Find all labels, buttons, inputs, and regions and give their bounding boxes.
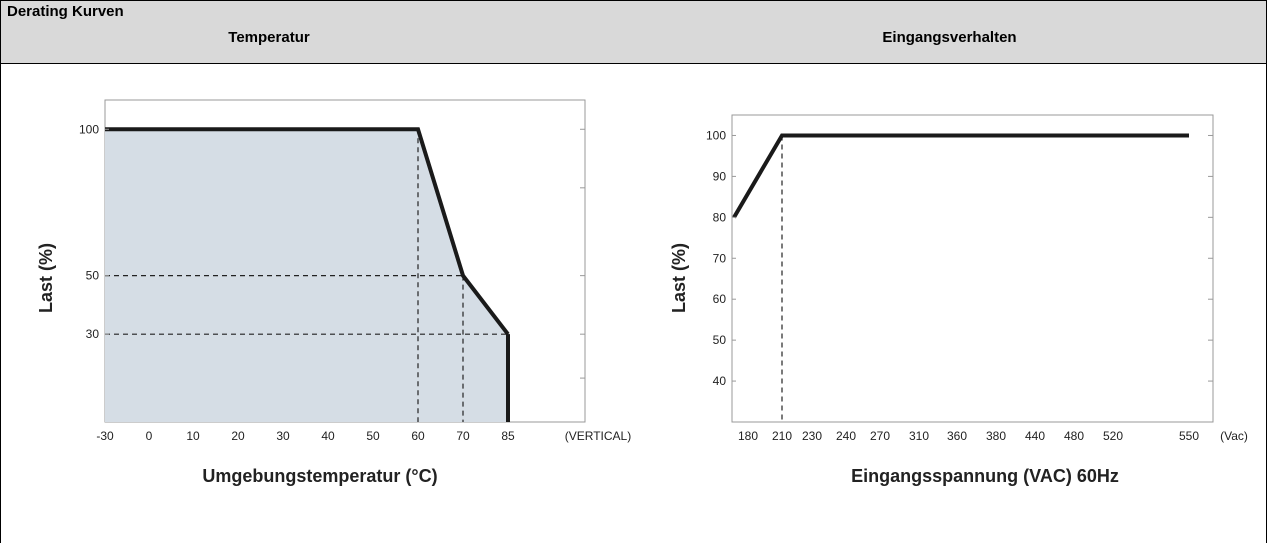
x-tick-label: 240 xyxy=(836,429,856,443)
x-unit-label: (VERTICAL) xyxy=(565,429,631,443)
x-tick-label: 230 xyxy=(802,429,822,443)
y-tick-label: 80 xyxy=(713,210,727,224)
temperature-derating-chart: 100 50 30 -30 0 10 20 30 40 50 60 70 85 (VERTICAL) Umg… xyxy=(36,99,631,486)
y-tick-label: 60 xyxy=(713,292,727,306)
x-tick-label: 85 xyxy=(501,429,515,443)
x-tick-label: 50 xyxy=(366,429,380,443)
x-tick-label: 40 xyxy=(321,429,335,443)
x-tick-label: 360 xyxy=(947,429,967,443)
temperature-column-title: Temperatur xyxy=(228,29,310,46)
x-axis-title: Umgebungstemperatur (°C) xyxy=(202,466,437,486)
x-tick-label: 0 xyxy=(146,429,153,443)
x-tick-label: 70 xyxy=(456,429,470,443)
x-tick-label: 10 xyxy=(186,429,200,443)
x-tick-label: 550 xyxy=(1179,429,1199,443)
x-tick-label: 380 xyxy=(986,429,1006,443)
x-tick-label: 60 xyxy=(411,429,425,443)
y-tick-label: 100 xyxy=(706,128,726,142)
x-tick-label: 180 xyxy=(738,429,758,443)
x-unit-label: (Vac) xyxy=(1220,429,1248,443)
x-tick-label: 30 xyxy=(276,429,290,443)
x-tick-label: 210 xyxy=(772,429,792,443)
x-tick-label: 20 xyxy=(231,429,245,443)
y-axis-title: Last (%) xyxy=(36,243,56,313)
y-tick-label: 90 xyxy=(713,169,727,183)
plot-frame xyxy=(731,114,1214,423)
x-tick-label: -30 xyxy=(96,429,114,443)
x-tick-label: 440 xyxy=(1025,429,1045,443)
y-tick-label: 50 xyxy=(713,333,727,347)
y-tick-label: 100 xyxy=(79,122,99,136)
y-tick-label: 50 xyxy=(86,269,100,283)
section-title: Derating Kurven xyxy=(7,3,124,20)
input-voltage-derating-chart: 100 90 80 70 60 50 40 180 210 230 240 270 310 360 380 4… xyxy=(669,114,1248,486)
x-tick-label: 480 xyxy=(1064,429,1084,443)
derating-line xyxy=(105,127,510,336)
y-tick-label: 30 xyxy=(86,327,100,341)
x-tick-label: 520 xyxy=(1103,429,1123,443)
y-axis-title: Last (%) xyxy=(669,243,689,313)
x-axis-title: Eingangsspannung (VAC) 60Hz xyxy=(851,466,1119,486)
table-header: Derating Kurven Temperatur Eingangsverha… xyxy=(1,1,1266,64)
y-tick-label: 40 xyxy=(713,374,727,388)
y-tick-label: 70 xyxy=(713,251,727,265)
input-column-title: Eingangsverhalten xyxy=(882,29,1017,46)
x-tick-label: 270 xyxy=(870,429,890,443)
x-tick-label: 310 xyxy=(909,429,929,443)
derating-line xyxy=(732,133,1189,219)
